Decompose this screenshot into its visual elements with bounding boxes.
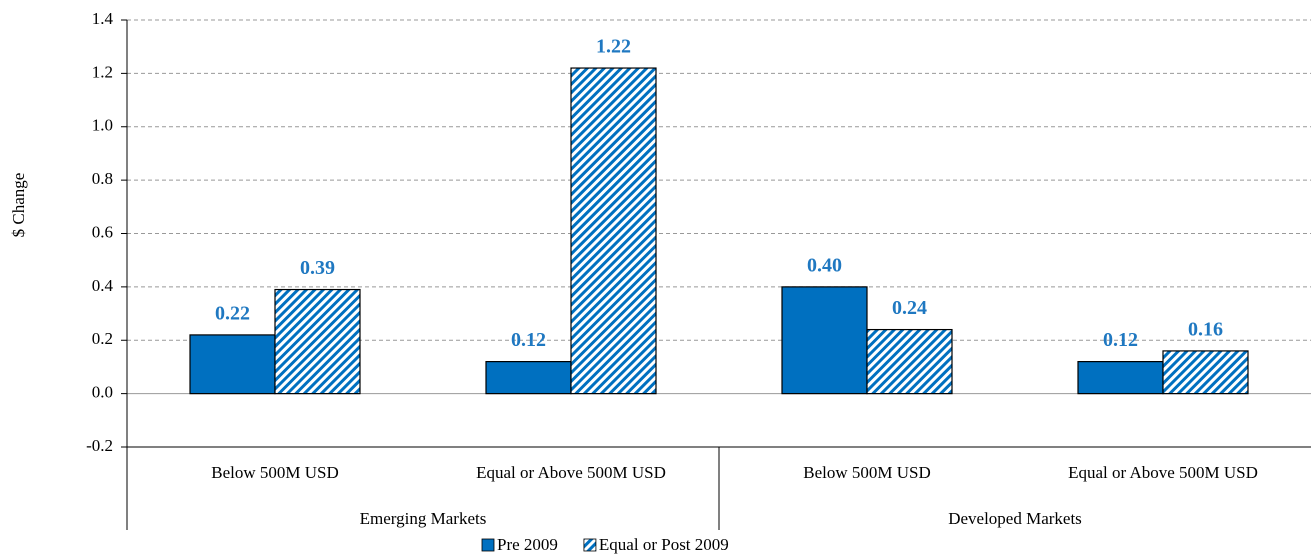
value-label: 0.12 [1103,329,1138,351]
y-tick-label: 1.0 [92,116,113,135]
value-label: 0.22 [215,303,250,325]
legend-swatch [583,538,597,552]
value-label: 0.16 [1188,319,1223,341]
y-tick-label: 0.2 [92,329,113,348]
group-label: Developed Markets [948,509,1082,528]
bar [274,288,361,395]
y-axis-label: $ Change [9,173,28,238]
value-label: 0.39 [300,257,335,279]
value-label: 0.12 [511,329,546,351]
bar [781,286,868,395]
bar [1162,350,1249,395]
x-tick-label: Equal or Above 500M USD [476,463,666,482]
y-tick-label: 1.2 [92,62,113,81]
legend-label: Equal or Post 2009 [599,535,729,554]
value-label: 1.22 [596,36,631,58]
bar [189,334,276,395]
value-label: 0.40 [807,254,842,276]
y-tick-label: 0.8 [92,169,113,188]
y-tick-label: 1.4 [92,9,114,28]
x-tick-label: Below 500M USD [211,463,339,482]
legend-swatch [481,538,495,552]
y-tick-label: 0.0 [92,383,113,402]
bar [485,361,572,395]
bar [1077,361,1164,395]
y-tick-label: -0.2 [86,436,113,455]
y-tick-label: 0.6 [92,222,113,241]
group-label: Emerging Markets [360,509,487,528]
x-tick-label: Equal or Above 500M USD [1068,463,1258,482]
value-label: 0.24 [892,297,927,319]
legend-label: Pre 2009 [497,535,558,554]
x-tick-label: Below 500M USD [803,463,931,482]
bar [570,67,657,395]
bar [866,328,953,395]
y-tick-label: 0.4 [92,276,114,295]
